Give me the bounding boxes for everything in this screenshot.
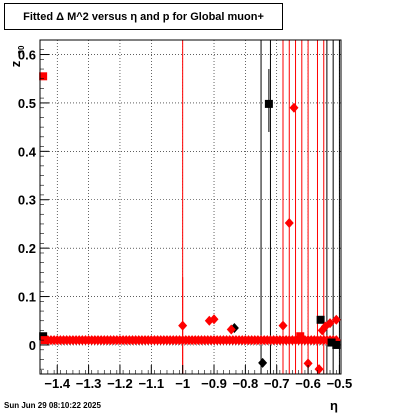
data-point-diamond (303, 358, 313, 369)
y-tick-label: 0.1 (18, 290, 36, 305)
x-tick-label: −0.8 (233, 376, 259, 391)
chart-title-box: Fitted Δ M^2 versus η and p for Global m… (4, 3, 283, 30)
x-tick-label: −0.5 (327, 376, 353, 391)
data-point-diamond (325, 318, 335, 329)
data-point-square (40, 336, 49, 345)
data-point-diamond (284, 217, 294, 228)
data-point-square (264, 99, 273, 108)
data-point-square (39, 72, 48, 81)
data-point-diamond (226, 324, 236, 335)
points-layer (39, 69, 341, 375)
x-tick-label: −1.2 (107, 376, 133, 391)
x-tick-label: −0.7 (264, 376, 290, 391)
y-tick-label: 0.2 (18, 241, 36, 256)
band-layer (43, 335, 341, 346)
x-tick-label: −0.9 (201, 376, 227, 391)
y-tick-label: 0.4 (18, 144, 37, 159)
x-tick-label: −0.6 (295, 376, 321, 391)
y-axis-exponent: 30 (17, 45, 26, 54)
data-point-diamond (289, 102, 299, 113)
data-point-diamond (209, 314, 219, 325)
vertical-lines-layer (182, 40, 340, 374)
x-tick-label: −1.4 (44, 376, 70, 391)
grid-layer (40, 40, 341, 374)
chart-title: Fitted Δ M^2 versus η and p for Global m… (23, 11, 264, 23)
data-point-square (332, 340, 341, 349)
x-tick-label: −1.1 (138, 376, 164, 391)
y-tick-label: 0.3 (18, 193, 36, 208)
axis-layer: −1.4 −1.3 −1.2 −1.1 −1 −0.9 −0.8 −0.7 −0.6 −0.5 0 0… (18, 48, 352, 391)
y-tick-label: 0.5 (18, 96, 36, 111)
data-point-diamond (178, 320, 188, 331)
data-point-diamond (258, 357, 268, 368)
data-point-diamond (278, 320, 288, 331)
y-axis-label: z (8, 60, 23, 67)
data-point-diamond (331, 314, 341, 325)
x-axis-label: η (330, 398, 338, 413)
data-point-square (316, 315, 325, 324)
data-point-square (327, 338, 336, 347)
footer-date: Sun Jun 29 08:10:22 2025 (4, 401, 101, 410)
x-tick-label: −1.3 (76, 376, 102, 391)
y-tick-label: 0 (29, 338, 36, 353)
y-tick-label: 0.6 (18, 48, 36, 63)
data-point-square (296, 332, 305, 341)
data-point-diamond (314, 364, 324, 375)
x-tick-label: −1 (175, 376, 190, 391)
plot-area-border (39, 39, 342, 375)
